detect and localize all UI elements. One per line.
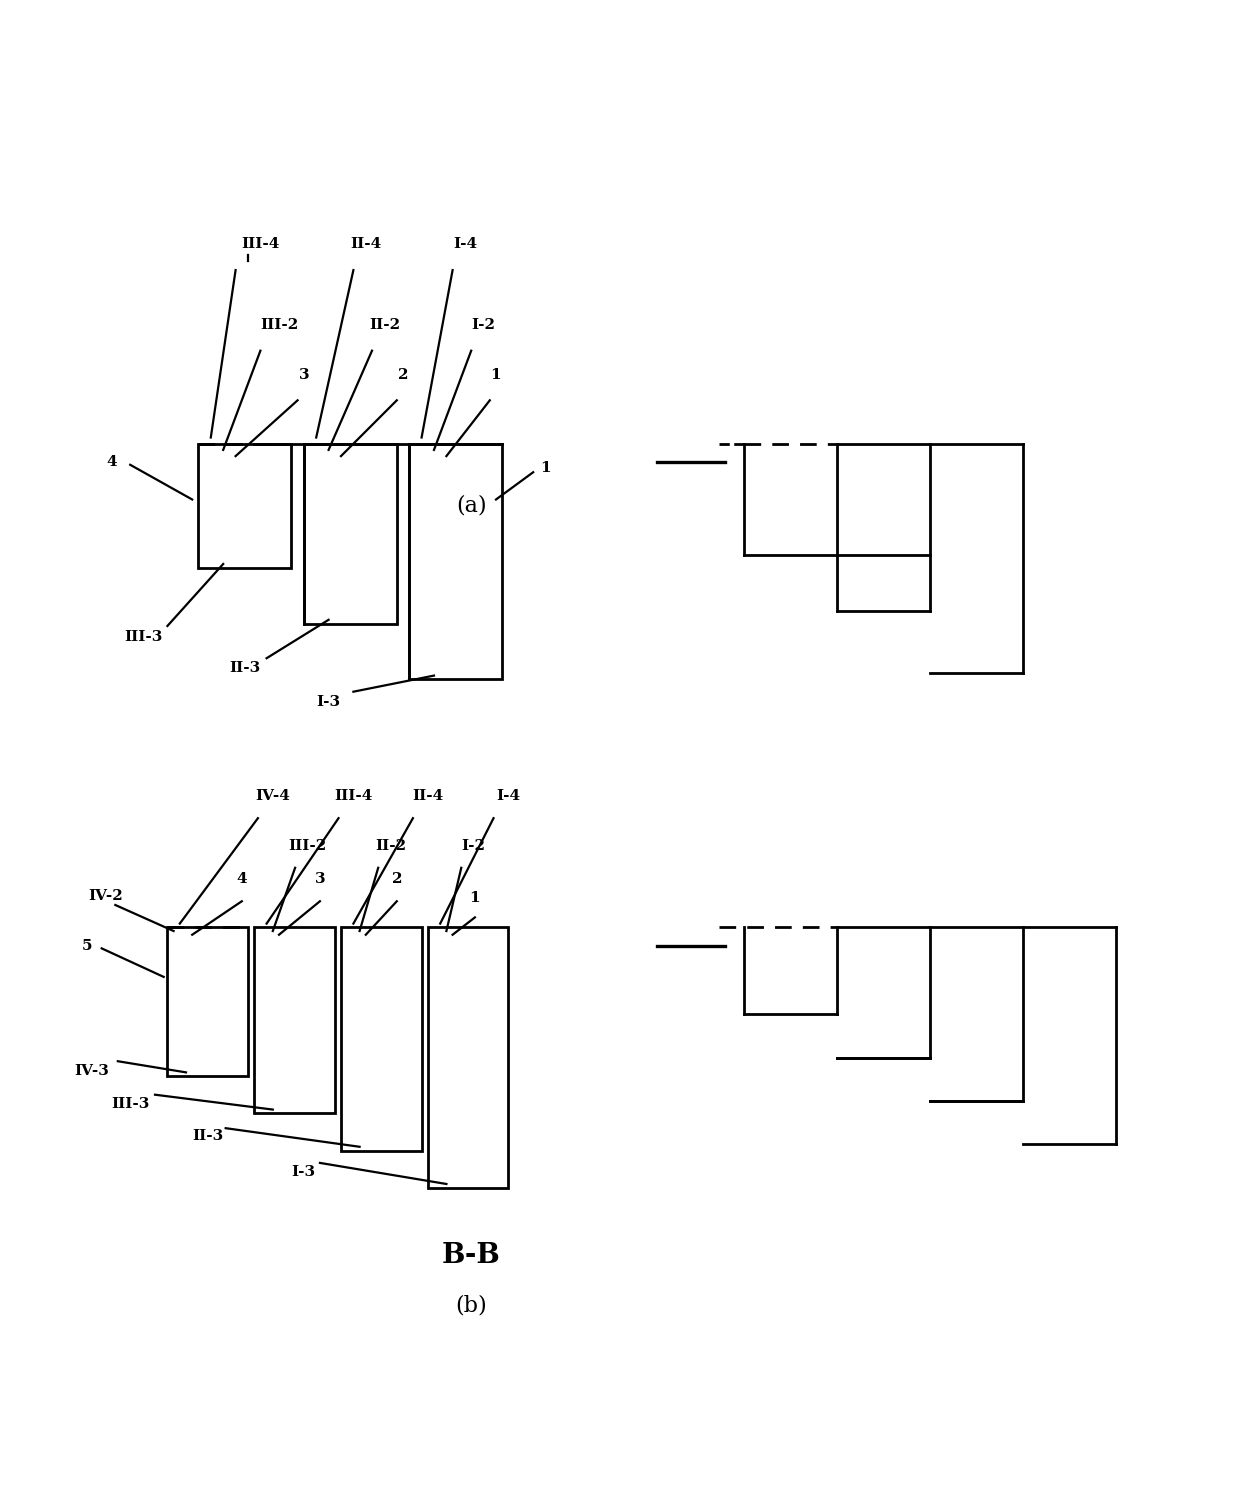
Text: II-3: II-3 <box>192 1129 223 1144</box>
Text: 2: 2 <box>392 873 402 887</box>
Text: 3: 3 <box>315 873 325 887</box>
Text: I-2: I-2 <box>471 318 496 332</box>
Text: II-4: II-4 <box>350 238 382 251</box>
Text: 5: 5 <box>82 939 92 952</box>
Text: III-2: III-2 <box>260 318 298 332</box>
Text: II-3: II-3 <box>229 661 260 674</box>
Text: B-B: B-B <box>441 1242 501 1269</box>
Text: III-4: III-4 <box>242 238 279 251</box>
Text: 3: 3 <box>299 368 309 381</box>
Text: II-2: II-2 <box>368 318 401 332</box>
Text: I-2: I-2 <box>461 839 486 854</box>
Text: 2: 2 <box>398 368 408 381</box>
Text: 1: 1 <box>541 462 551 475</box>
Text: (a): (a) <box>456 495 486 517</box>
Text: III-2: III-2 <box>289 839 326 854</box>
Text: III-4: III-4 <box>335 789 372 803</box>
Text: I-4: I-4 <box>496 789 521 803</box>
Text: 1: 1 <box>491 368 501 381</box>
Text: IV-4: IV-4 <box>255 789 290 803</box>
Text: (b): (b) <box>455 1295 487 1317</box>
Text: III-3: III-3 <box>124 629 162 644</box>
Text: 4: 4 <box>237 873 247 887</box>
Text: 1: 1 <box>470 891 480 904</box>
Text: I-3: I-3 <box>291 1166 315 1180</box>
Text: II-2: II-2 <box>374 839 407 854</box>
Text: I-3: I-3 <box>316 695 340 710</box>
Text: I-4: I-4 <box>453 238 477 251</box>
Text: III-3: III-3 <box>112 1097 150 1111</box>
Text: 4: 4 <box>107 456 117 469</box>
Text: II-4: II-4 <box>412 789 444 803</box>
Text: IV-2: IV-2 <box>88 888 123 903</box>
Text: IV-3: IV-3 <box>74 1064 109 1078</box>
